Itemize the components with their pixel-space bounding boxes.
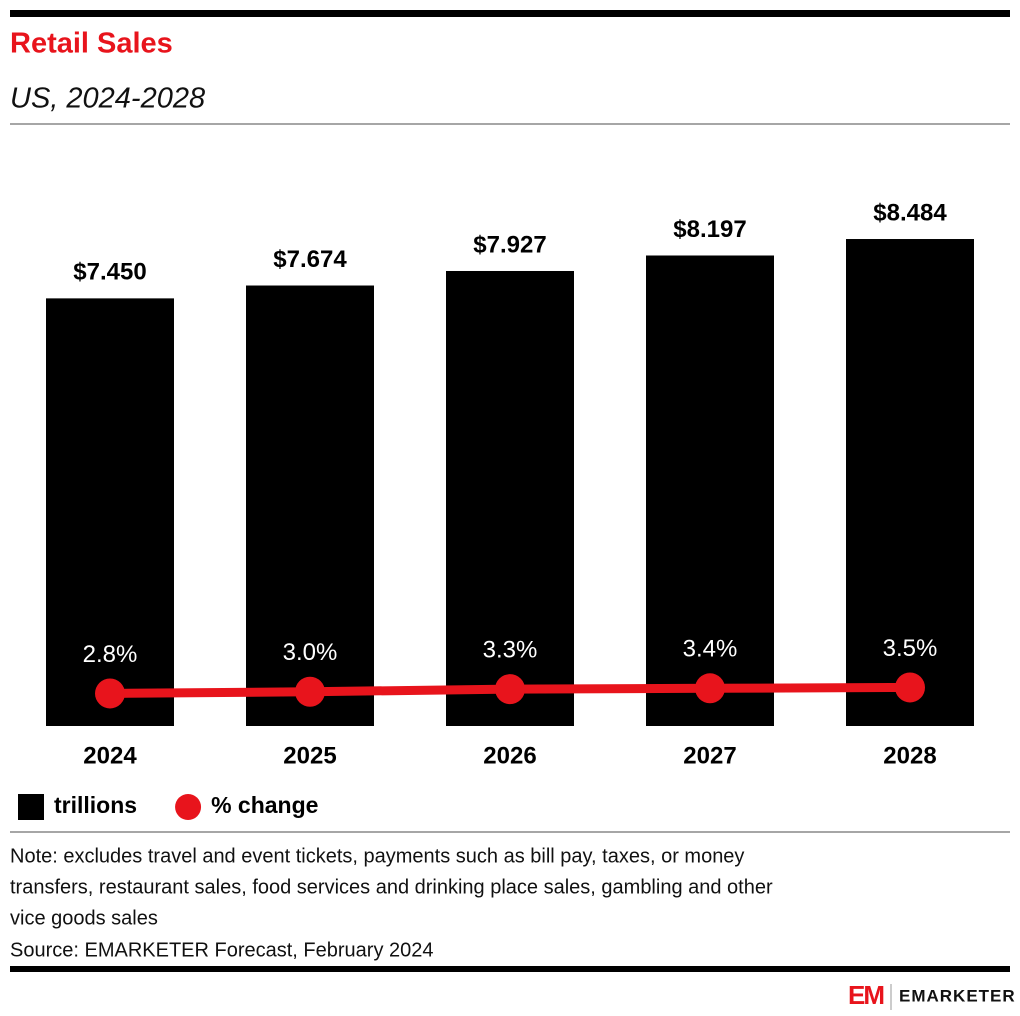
bar <box>46 298 174 726</box>
x-tick-label: 2028 <box>883 742 936 769</box>
note-line: transfers, restaurant sales, food servic… <box>10 876 773 898</box>
value-label: $8.484 <box>873 199 947 226</box>
x-tick-label: 2026 <box>483 742 536 769</box>
top-rule <box>10 10 1010 17</box>
legend-swatch <box>175 794 202 820</box>
value-label: $7.674 <box>273 246 347 273</box>
legend-label: trillions <box>54 792 137 818</box>
chart-title: Retail Sales <box>10 28 173 60</box>
point <box>495 674 525 705</box>
point <box>895 672 925 703</box>
legend-label: % change <box>211 792 318 818</box>
value-label: 2.8% <box>83 641 138 668</box>
value-label: 3.0% <box>283 639 338 666</box>
value-label: 3.4% <box>683 636 738 663</box>
point <box>295 676 325 707</box>
x-tick-label: 2027 <box>683 742 736 769</box>
value-label: $8.197 <box>673 216 746 243</box>
bottom-rule <box>10 966 1010 972</box>
value-label: 3.3% <box>483 637 538 664</box>
bar <box>246 285 374 726</box>
bar <box>446 270 574 726</box>
logo-mark: EM <box>848 980 883 1010</box>
bar <box>846 239 974 726</box>
legend-swatch <box>18 794 44 820</box>
point <box>95 678 125 709</box>
value-label: 3.5% <box>883 635 938 662</box>
value-label: $7.927 <box>473 231 546 258</box>
x-tick-label: 2024 <box>83 742 137 769</box>
chart-subtitle: US, 2024-2028 <box>10 83 205 115</box>
bar <box>646 255 774 727</box>
point <box>695 673 725 704</box>
note-line: Note: excludes travel and event tickets,… <box>10 845 744 867</box>
x-tick-label: 2025 <box>283 742 336 769</box>
logo-text: EMARKETER <box>899 986 1016 1005</box>
note-line: vice goods sales <box>10 907 158 929</box>
source: Source: EMARKETER Forecast, February 202… <box>10 939 434 961</box>
value-label: $7.450 <box>73 259 146 286</box>
